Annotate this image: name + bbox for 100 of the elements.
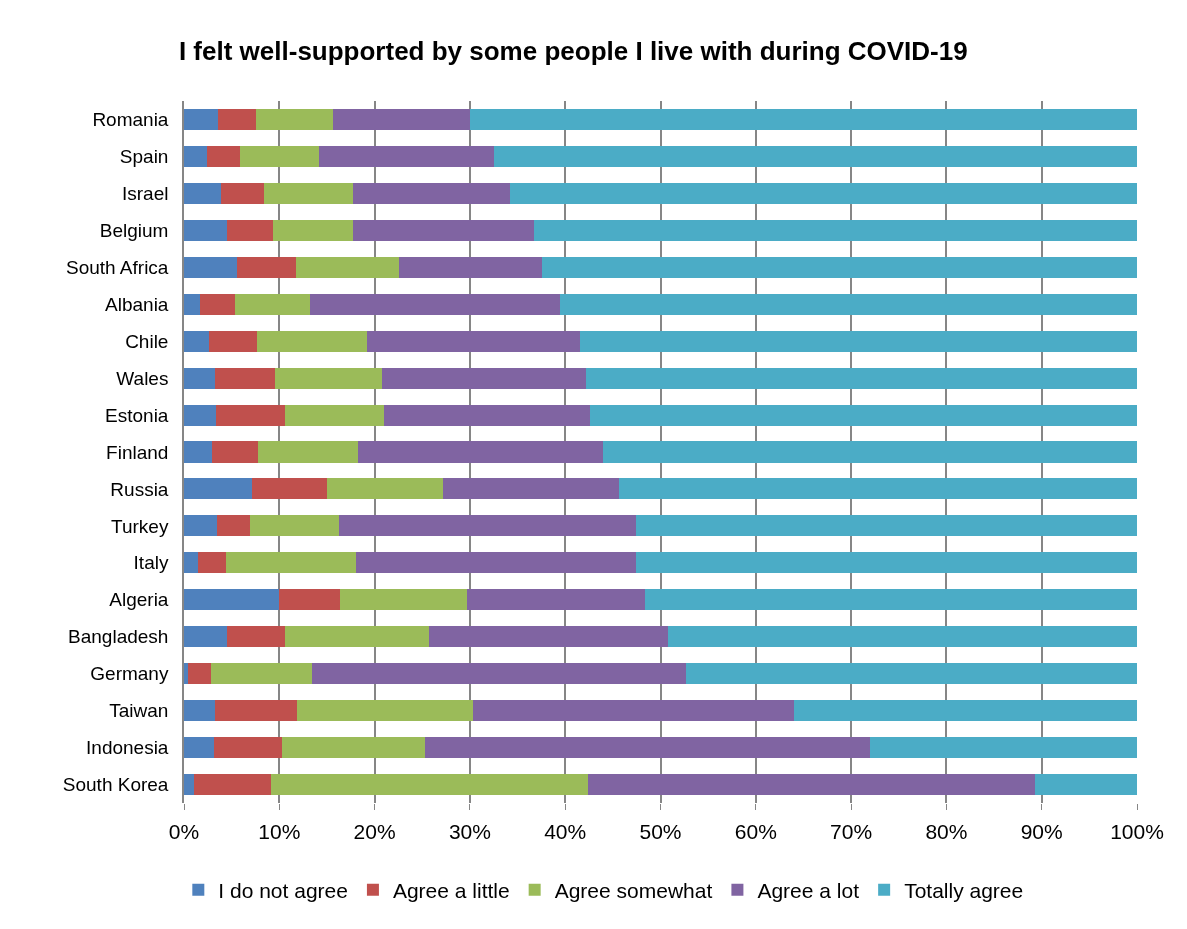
y-tick-label: Chile [125, 330, 169, 352]
bar [184, 774, 194, 796]
bar [184, 404, 217, 426]
bar [240, 145, 320, 167]
bar [352, 182, 510, 204]
y-tick-label: Albania [105, 293, 169, 315]
bar [193, 774, 271, 796]
bar [319, 145, 494, 167]
bar [560, 293, 1137, 315]
bar [645, 589, 1137, 611]
bar [187, 663, 211, 685]
bar [257, 330, 367, 352]
bar [200, 293, 235, 315]
legend-label: Totally agree [904, 879, 1024, 903]
bar [184, 367, 216, 389]
bar [251, 478, 327, 500]
bar [211, 441, 259, 463]
bar [221, 182, 265, 204]
y-tick-label: South Korea [62, 774, 169, 796]
bar [213, 737, 283, 759]
bar [210, 663, 312, 685]
y-tick-label: Italy [133, 552, 169, 574]
bar [206, 145, 241, 167]
bar [533, 219, 1137, 241]
x-tick-label: 100% [1110, 820, 1164, 844]
bar [296, 256, 400, 278]
bar [215, 367, 276, 389]
y-tick-label: Finland [106, 441, 169, 463]
bar [237, 256, 297, 278]
bar [793, 700, 1137, 722]
legend-label: I do not agree [218, 879, 348, 903]
bar [668, 626, 1137, 648]
x-tick-label: 80% [925, 820, 968, 844]
bar [216, 404, 286, 426]
legend-label: Agree a little [392, 879, 510, 903]
bar [184, 293, 201, 315]
bar [282, 737, 426, 759]
bar [586, 367, 1137, 389]
bar [184, 256, 238, 278]
y-tick-label: Belgium [99, 219, 169, 241]
bar [184, 737, 214, 759]
bar [580, 330, 1137, 352]
legend-label: Agree somewhat [554, 879, 713, 903]
bar [285, 404, 385, 426]
bar [184, 700, 215, 722]
bar [309, 293, 561, 315]
bar [184, 478, 252, 500]
bar [264, 182, 353, 204]
bar [493, 145, 1137, 167]
bar [384, 404, 590, 426]
bar [425, 737, 871, 759]
bar [1035, 774, 1137, 796]
y-tick-label: Algeria [109, 589, 169, 611]
bar [603, 441, 1137, 463]
bar [272, 219, 353, 241]
bar [184, 663, 188, 685]
x-tick-label: 30% [448, 820, 491, 844]
y-tick-label: Spain [119, 146, 169, 168]
bar [588, 774, 1036, 796]
bar [467, 589, 646, 611]
bar [184, 589, 280, 611]
bar [509, 182, 1137, 204]
bar [184, 552, 199, 574]
y-tick-label: Bangladesh [68, 626, 169, 648]
x-tick-label: 50% [639, 820, 682, 844]
bar [198, 552, 226, 574]
bar [356, 552, 636, 574]
bar [311, 663, 687, 685]
bar [184, 145, 207, 167]
bar [184, 108, 219, 130]
bar [443, 478, 619, 500]
bar [358, 441, 604, 463]
bar [184, 330, 209, 352]
bar [270, 774, 589, 796]
bar [184, 515, 218, 537]
bar [332, 108, 470, 130]
bar [382, 367, 587, 389]
y-tick-label: Indonesia [86, 737, 169, 759]
bar [184, 182, 222, 204]
bar [217, 515, 250, 537]
y-tick-label: Turkey [111, 515, 169, 537]
y-tick-label: Germany [90, 663, 169, 685]
bar [472, 700, 794, 722]
bar [214, 700, 298, 722]
x-tick-label: 90% [1020, 820, 1063, 844]
x-tick-label: 70% [830, 820, 873, 844]
bar [428, 626, 669, 648]
bar [635, 552, 1137, 574]
bar [469, 108, 1137, 130]
bar [249, 515, 340, 537]
bar [618, 478, 1137, 500]
bar [542, 256, 1137, 278]
bar [184, 219, 227, 241]
bar [234, 293, 310, 315]
bar [589, 404, 1137, 426]
bar [184, 626, 227, 648]
y-tick-label: Estonia [105, 404, 169, 426]
bar [218, 108, 257, 130]
x-tick-label: 40% [544, 820, 587, 844]
x-tick-label: 10% [258, 820, 301, 844]
